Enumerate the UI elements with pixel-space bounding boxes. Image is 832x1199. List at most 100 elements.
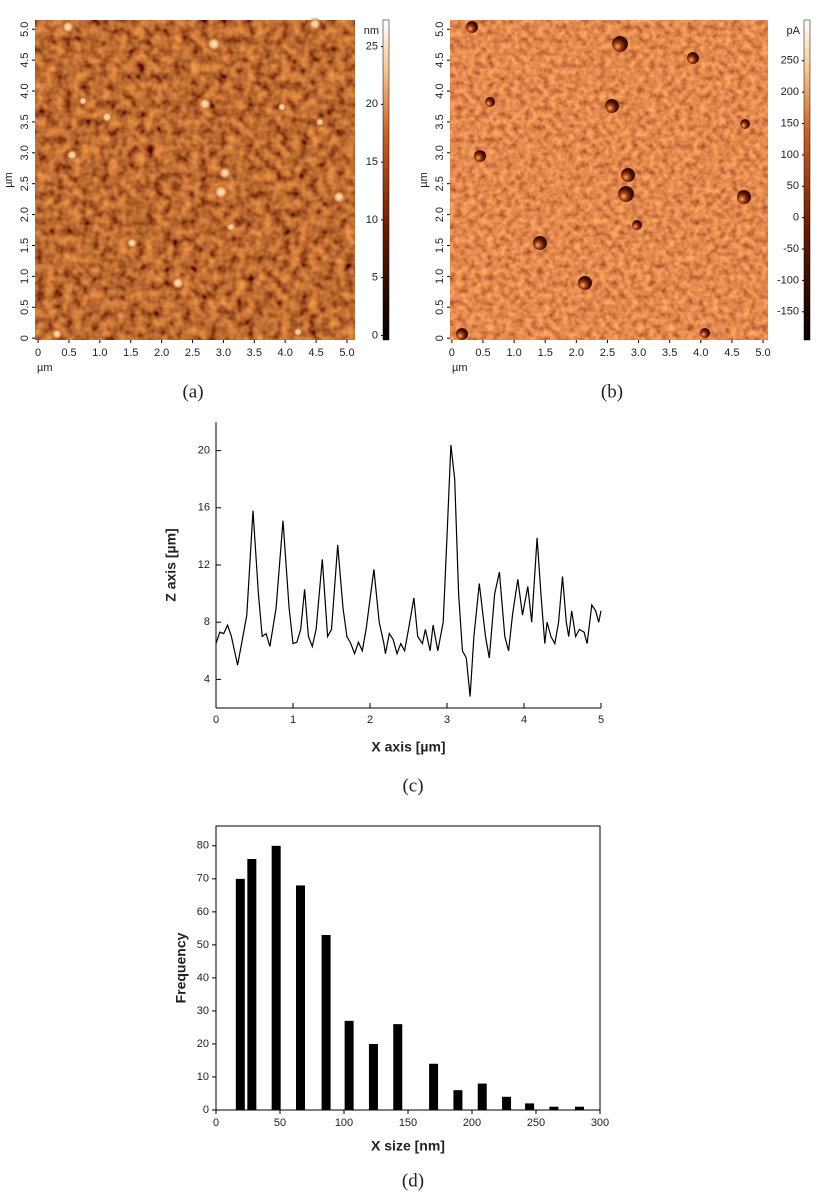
- y-tick-label: 4: [204, 673, 210, 685]
- x-tick-label: 100: [335, 1117, 353, 1129]
- bar: [429, 1063, 439, 1110]
- y-tick-label: 1.0: [19, 269, 31, 284]
- y-tick-label: 3.5: [434, 114, 446, 129]
- y-tick-label: 5.0: [19, 22, 31, 37]
- panel-label: (d): [402, 1170, 424, 1191]
- y-tick-label: 0.5: [19, 300, 31, 315]
- bar: [271, 845, 281, 1110]
- y-tick-label: 16: [198, 502, 210, 514]
- y-tick-label: 20: [198, 445, 210, 457]
- colorbar-b: [803, 19, 811, 341]
- x-tick-label: 0: [35, 347, 41, 359]
- y-tick-label: 2.5: [19, 176, 31, 191]
- bar: [549, 1106, 559, 1110]
- y-tick-label: 40: [197, 972, 209, 984]
- colorbar-tick-label: 25: [366, 40, 378, 52]
- x-axis-label: µm: [37, 362, 53, 374]
- x-tick-label: 1.5: [123, 347, 138, 359]
- y-tick-label: 1.0: [434, 269, 446, 284]
- bar: [477, 1083, 487, 1110]
- x-axis-label: X size [nm]: [371, 1138, 445, 1154]
- x-tick-label: 1: [290, 714, 296, 726]
- colorbar-tick-label: 50: [787, 180, 799, 192]
- x-tick-label: 3.0: [631, 347, 646, 359]
- x-tick-label: 2.0: [154, 347, 169, 359]
- colorbar-tick-label: 10: [366, 214, 378, 226]
- colorbar-tick-label: -150: [777, 306, 799, 318]
- y-tick-label: 4.5: [434, 53, 446, 68]
- y-tick-label: 60: [197, 906, 209, 918]
- x-tick-label: 300: [591, 1117, 609, 1129]
- y-axis-label: µm: [3, 172, 15, 188]
- colorbar-tick-label: 15: [366, 156, 378, 168]
- y-tick-label: 3.5: [19, 114, 31, 129]
- colorbar-tick-label: 20: [366, 98, 378, 110]
- y-tick-label: 4.5: [19, 53, 31, 68]
- panel-label: (a): [182, 381, 203, 402]
- y-tick-label: 2.0: [19, 207, 31, 222]
- bar: [321, 934, 331, 1110]
- bar: [393, 1024, 403, 1110]
- x-tick-label: 3.5: [662, 347, 677, 359]
- x-tick-label: 0.5: [475, 347, 490, 359]
- x-tick-label: 4.0: [278, 347, 293, 359]
- y-tick-label: 30: [197, 1005, 209, 1017]
- panel-label: (b): [601, 381, 623, 402]
- bar: [235, 878, 245, 1110]
- y-tick-label: 2.5: [434, 176, 446, 191]
- profile-line: [215, 444, 602, 697]
- y-tick-label: 50: [197, 939, 209, 951]
- x-tick-label: 5.0: [755, 347, 770, 359]
- y-tick-label: 0: [19, 335, 31, 341]
- y-tick-label: 0.5: [434, 300, 446, 315]
- x-tick-label: 3.5: [247, 347, 262, 359]
- x-tick-label: 2: [367, 714, 373, 726]
- y-tick-label: 3.0: [434, 145, 446, 160]
- image-b: [450, 20, 768, 340]
- x-tick-label: 2.5: [600, 347, 615, 359]
- x-axis-label: µm: [452, 362, 468, 374]
- x-tick-label: 0: [213, 714, 219, 726]
- colorbar-tick-label: 150: [781, 117, 799, 129]
- colorbar-tick-label: 5: [372, 272, 378, 284]
- colorbar-tick-label: 0: [793, 212, 799, 224]
- x-tick-label: 4: [521, 714, 527, 726]
- bar: [368, 1043, 378, 1110]
- x-tick-label: 4.0: [693, 347, 708, 359]
- y-tick-label: 1.5: [19, 238, 31, 253]
- x-tick-label: 1.0: [506, 347, 521, 359]
- y-axis-label: Z axis [µm]: [163, 528, 179, 601]
- bar: [295, 885, 305, 1110]
- colorbar-unit: pA: [787, 25, 801, 37]
- y-tick-label: 2.0: [434, 207, 446, 222]
- x-tick-label: 1.0: [92, 347, 107, 359]
- x-tick-label: 4.5: [308, 347, 323, 359]
- x-tick-label: 0.5: [61, 347, 76, 359]
- colorbar-tick-label: 100: [781, 149, 799, 161]
- x-tick-label: 3.0: [216, 347, 231, 359]
- y-tick-label: 4.0: [19, 83, 31, 98]
- y-tick-label: 10: [197, 1071, 209, 1083]
- colorbar-tick-label: 200: [781, 86, 799, 98]
- x-tick-label: 150: [399, 1117, 417, 1129]
- x-tick-label: 5.0: [339, 347, 354, 359]
- x-tick-label: 1.5: [538, 347, 553, 359]
- x-axis-label: X axis [µm]: [371, 739, 445, 755]
- y-tick-label: 3.0: [19, 145, 31, 160]
- x-tick-label: 2.0: [569, 347, 584, 359]
- x-tick-label: 250: [527, 1117, 545, 1129]
- colorbar-a: [382, 19, 390, 341]
- y-axis-label: µm: [418, 172, 430, 188]
- x-tick-label: 50: [274, 1117, 286, 1129]
- colorbar-tick-label: 250: [781, 55, 799, 67]
- x-tick-label: 3: [444, 714, 450, 726]
- y-axis-label: Frequency: [173, 932, 189, 1003]
- image-a: [35, 17, 355, 340]
- y-tick-label: 8: [204, 616, 210, 628]
- x-tick-label: 4.5: [724, 347, 739, 359]
- y-tick-label: 0: [434, 335, 446, 341]
- colorbar-unit: nm: [364, 25, 379, 37]
- bar: [453, 1090, 463, 1110]
- x-tick-label: 0: [213, 1117, 219, 1129]
